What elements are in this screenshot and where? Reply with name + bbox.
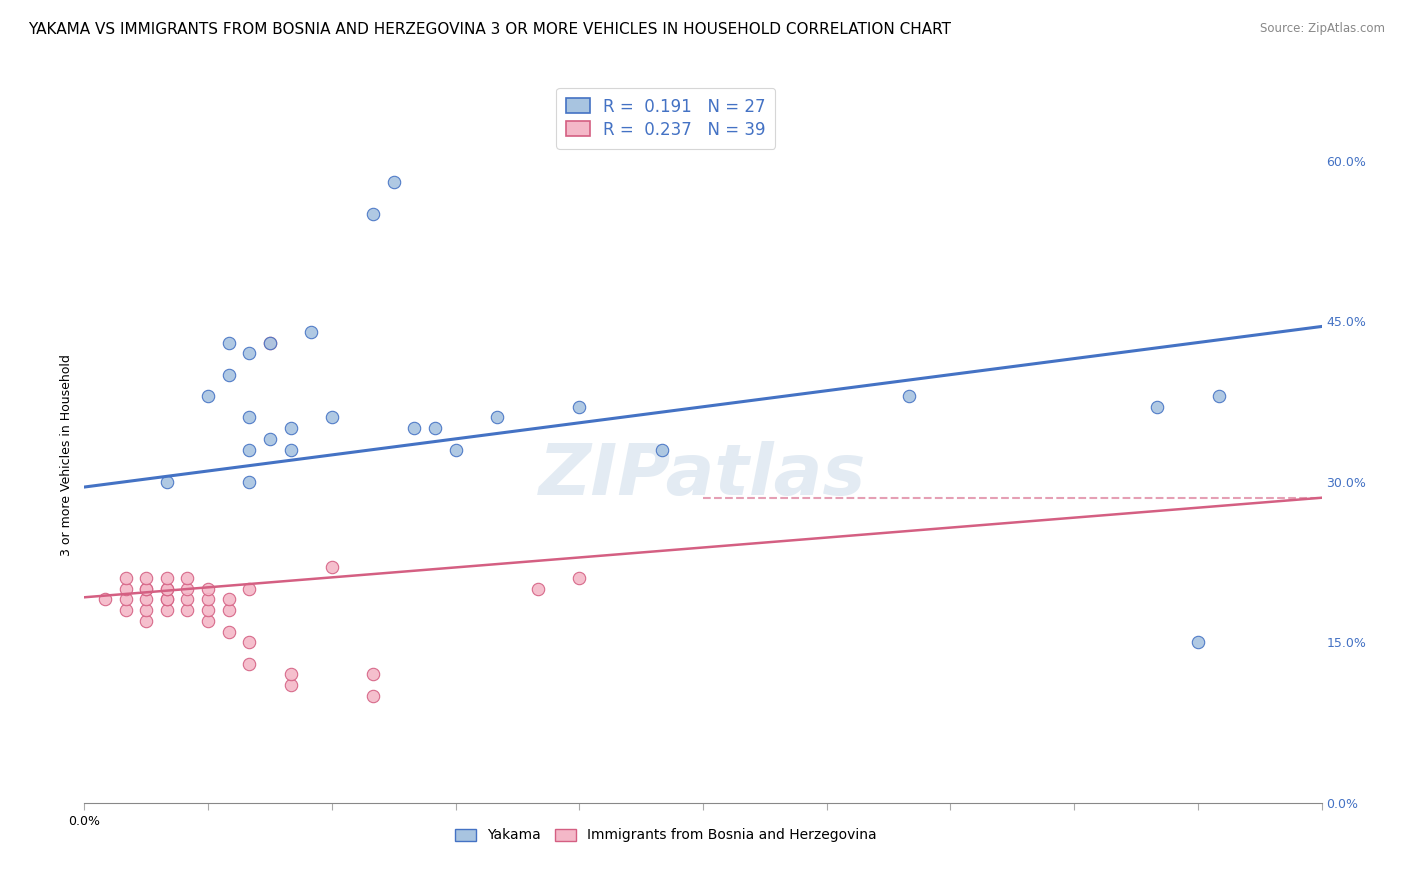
Point xyxy=(299,325,322,339)
Point xyxy=(218,335,240,350)
Point xyxy=(361,667,384,681)
Point xyxy=(444,442,467,457)
Text: ZIPatlas: ZIPatlas xyxy=(540,442,866,510)
Point xyxy=(135,592,157,607)
Point xyxy=(238,475,260,489)
Point xyxy=(238,410,260,425)
Point xyxy=(238,582,260,596)
Point xyxy=(94,592,117,607)
Point xyxy=(238,346,260,360)
Point xyxy=(114,571,136,585)
Point xyxy=(114,582,136,596)
Point xyxy=(176,592,198,607)
Point xyxy=(135,614,157,628)
Point xyxy=(135,571,157,585)
Point xyxy=(898,389,921,403)
Point xyxy=(197,614,219,628)
Point xyxy=(156,603,179,617)
Point xyxy=(280,421,302,435)
Point xyxy=(321,560,343,574)
Point xyxy=(218,624,240,639)
Point xyxy=(361,689,384,703)
Text: YAKAMA VS IMMIGRANTS FROM BOSNIA AND HERZEGOVINA 3 OR MORE VEHICLES IN HOUSEHOLD: YAKAMA VS IMMIGRANTS FROM BOSNIA AND HER… xyxy=(28,22,950,37)
Point xyxy=(361,207,384,221)
Point xyxy=(197,592,219,607)
Point xyxy=(238,635,260,649)
Point xyxy=(259,335,281,350)
Point xyxy=(176,571,198,585)
Point xyxy=(156,582,179,596)
Text: Source: ZipAtlas.com: Source: ZipAtlas.com xyxy=(1260,22,1385,36)
Point xyxy=(238,657,260,671)
Point xyxy=(114,592,136,607)
Point xyxy=(423,421,446,435)
Point xyxy=(485,410,508,425)
Point xyxy=(259,432,281,446)
Point xyxy=(156,475,179,489)
Point xyxy=(321,410,343,425)
Point xyxy=(218,603,240,617)
Point xyxy=(156,592,179,607)
Point xyxy=(135,603,157,617)
Point xyxy=(156,571,179,585)
Point xyxy=(651,442,673,457)
Point xyxy=(135,582,157,596)
Point xyxy=(238,442,260,457)
Point xyxy=(197,389,219,403)
Point xyxy=(568,571,591,585)
Point xyxy=(1208,389,1230,403)
Point xyxy=(382,175,405,189)
Point xyxy=(280,442,302,457)
Point xyxy=(218,592,240,607)
Point xyxy=(1187,635,1209,649)
Point xyxy=(568,400,591,414)
Point xyxy=(259,335,281,350)
Point xyxy=(280,667,302,681)
Point xyxy=(197,603,219,617)
Legend: Yakama, Immigrants from Bosnia and Herzegovina: Yakama, Immigrants from Bosnia and Herze… xyxy=(450,823,882,848)
Point xyxy=(527,582,550,596)
Point xyxy=(135,582,157,596)
Point xyxy=(218,368,240,382)
Point xyxy=(114,603,136,617)
Point xyxy=(176,603,198,617)
Point xyxy=(404,421,426,435)
Point xyxy=(280,678,302,692)
Point xyxy=(156,592,179,607)
Y-axis label: 3 or more Vehicles in Household: 3 or more Vehicles in Household xyxy=(60,354,73,556)
Point xyxy=(1146,400,1168,414)
Point xyxy=(176,582,198,596)
Point xyxy=(156,582,179,596)
Point xyxy=(197,582,219,596)
